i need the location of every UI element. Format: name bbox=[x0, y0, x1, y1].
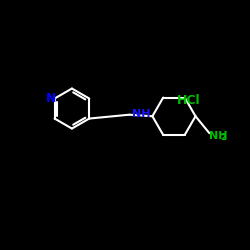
Text: NH: NH bbox=[208, 131, 227, 141]
Text: HCl: HCl bbox=[177, 94, 200, 107]
Text: N: N bbox=[46, 92, 56, 105]
Text: 2: 2 bbox=[220, 133, 226, 142]
Text: NH: NH bbox=[132, 109, 150, 119]
